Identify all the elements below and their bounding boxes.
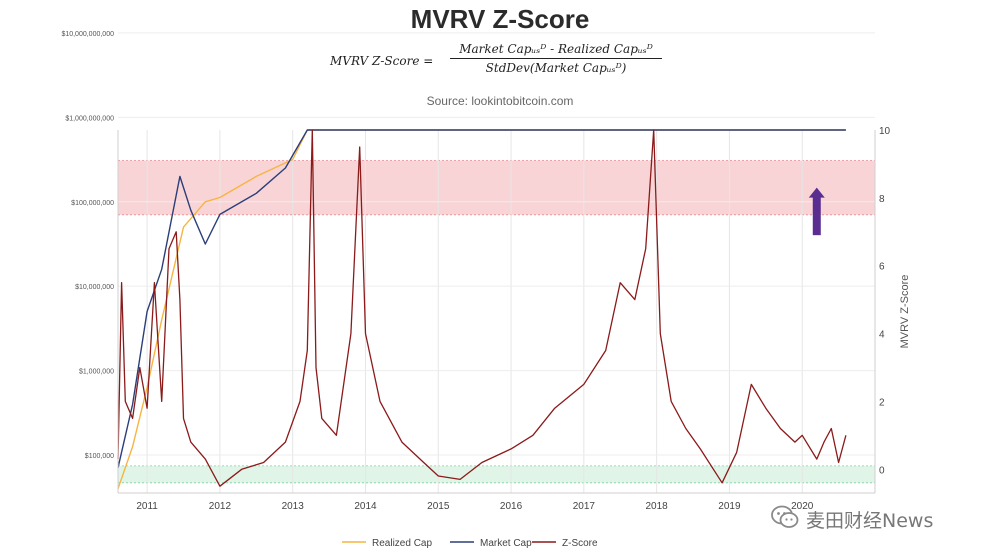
x-tick-label: 2020 (791, 501, 814, 512)
y-right-tick-label: 4 (879, 330, 885, 341)
x-tick-label: 2015 (427, 501, 450, 512)
x-tick-label: 2012 (209, 501, 232, 512)
y-right-tick-label: 0 (879, 465, 885, 476)
legend-label: Market Cap (480, 538, 532, 549)
y-right-tick-label: 8 (879, 194, 885, 205)
y-right-tick-label: 2 (879, 397, 885, 408)
x-tick-label: 2013 (282, 501, 305, 512)
chart-title: MVRV Z-Score (410, 4, 590, 34)
band-undervalued-zone (118, 465, 875, 483)
y-left-tick-label: $100,000,000 (71, 200, 114, 207)
y-left-tick-label: $100,000 (85, 453, 114, 460)
source-caption: Source: lookintobitcoin.com (426, 94, 574, 108)
x-tick-label: 2017 (573, 501, 596, 512)
y-right-tick-label: 6 (879, 262, 885, 273)
y-right-tick-label: 10 (879, 126, 891, 137)
watermark: 麦田财经News (770, 503, 990, 533)
annotation-arrow-shaft (812, 196, 821, 236)
y-right-axis-label: MVRV Z-Score (899, 275, 911, 349)
y-left-tick-label: $10,000,000,000 (61, 31, 114, 38)
formula-denominator: StdDev(Market Capᵤₛᴰ) (485, 61, 627, 75)
series-line-z-score (117, 129, 847, 487)
y-left-tick-label: $10,000,000 (75, 284, 114, 291)
annotation-arrow-head (808, 187, 825, 198)
legend-label: Realized Cap (372, 538, 432, 549)
x-tick-label: 2011 (136, 501, 158, 512)
mvrv-formula: MVRV Z-Score = Market Capᵤₛᴰ - Realized … (330, 40, 690, 84)
x-tick-label: 2019 (718, 501, 741, 512)
band-overvalued-zone (118, 160, 875, 215)
series-line-market-cap (117, 129, 846, 468)
formula-lhs: MVRV Z-Score = (330, 54, 434, 68)
x-tick-label: 2016 (500, 501, 523, 512)
x-tick-label: 2018 (646, 501, 669, 512)
legend-label: Z-Score (562, 538, 598, 549)
x-tick-label: 2014 (354, 501, 377, 512)
y-left-tick-label: $1,000,000,000 (65, 115, 114, 122)
y-left-tick-label: $1,000,000 (79, 369, 114, 376)
wechat-logo-icon (771, 505, 799, 528)
formula-numerator: Market Capᵤₛᴰ - Realized Capᵤₛᴰ (450, 42, 662, 59)
formula-fraction: Market Capᵤₛᴰ - Realized Capᵤₛᴰ StdDev(M… (450, 42, 662, 75)
watermark-text: 麦田财经News (806, 510, 934, 532)
